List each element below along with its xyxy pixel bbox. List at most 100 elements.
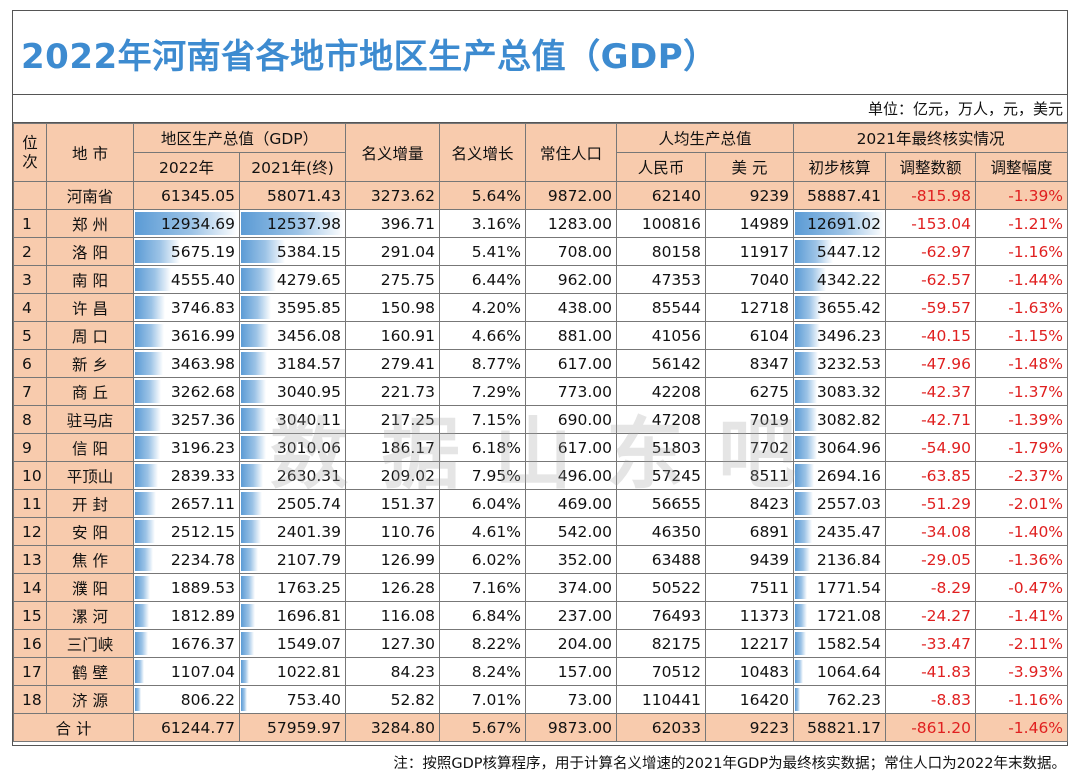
row-initial-value: 1582.54 [816, 634, 882, 653]
row-city: 漯 河 [46, 601, 134, 630]
row-initial: 1064.64 [793, 657, 887, 686]
row-initial-value: 1771.54 [816, 578, 882, 597]
row-initial: 3232.53 [793, 349, 887, 378]
row-gdp-2022-value: 1889.53 [170, 578, 235, 597]
row-bar [795, 436, 817, 459]
row-percap-usd: 7019 [705, 405, 795, 434]
row-increase: 127.30 [345, 629, 441, 658]
province-adj-rate: -1.39% [975, 181, 1069, 210]
row-gdp-2022: 2512.15 [133, 517, 240, 546]
row-growth: 6.02% [439, 545, 527, 574]
row-bar [135, 436, 161, 459]
header-nominal-growth: 名义增长 [439, 123, 527, 182]
row-gdp-2022-value: 1812.89 [170, 606, 235, 625]
row-gdp-2021-value: 2401.39 [276, 522, 342, 541]
row-percap-usd: 11917 [705, 237, 795, 266]
row-growth: 4.61% [439, 517, 527, 546]
row-gdp-2022: 2234.78 [133, 545, 240, 574]
total-initial: 58821.17 [793, 713, 887, 742]
row-rank: 4 [13, 293, 47, 322]
row-gdp-2021: 5384.15 [238, 237, 347, 266]
row-gdp-2021: 3595.85 [238, 293, 347, 322]
row-gdp-2021-value: 3456.08 [276, 326, 342, 345]
row-gdp-2022: 1676.37 [133, 629, 240, 658]
row-rank: 7 [13, 377, 47, 406]
row-gdp-2022-value: 3746.83 [170, 298, 235, 317]
row-gdp-2021: 3184.57 [238, 349, 347, 378]
row-adj-amount: -8.83 [885, 685, 977, 714]
row-initial-value: 3232.53 [816, 354, 882, 373]
row-rank: 1 [13, 209, 47, 238]
row-gdp-2021: 2505.74 [238, 489, 347, 518]
row-percap-rmb: 47353 [616, 265, 707, 294]
row-rank: 3 [13, 265, 47, 294]
row-rank: 10 [13, 461, 47, 490]
row-initial: 2694.16 [793, 461, 887, 490]
table-row: 8 驻马店 3257.36 3040.11 217.25 7.15% 690.00 47208… [13, 405, 1069, 434]
row-bar [241, 408, 266, 431]
row-gdp-2022: 3262.68 [133, 377, 240, 406]
header-population: 常住人口 [525, 123, 618, 182]
row-bar [795, 464, 814, 487]
row-bar [135, 492, 157, 515]
row-rank: 6 [13, 349, 47, 378]
row-percap-usd: 6891 [705, 517, 795, 546]
province-rank-cell [13, 181, 47, 210]
row-bar [241, 604, 255, 627]
row-growth: 6.84% [439, 601, 527, 630]
row-adj-amount: -33.47 [885, 629, 977, 658]
row-city: 南 阳 [46, 265, 134, 294]
row-bar [241, 548, 259, 571]
row-gdp-2022: 12934.69 [133, 209, 240, 238]
row-city: 许 昌 [46, 293, 134, 322]
row-population: 204.00 [525, 629, 618, 658]
row-percap-rmb: 47208 [616, 405, 707, 434]
row-initial-value: 3655.42 [816, 298, 882, 317]
row-initial-value: 3496.23 [816, 326, 882, 345]
row-population: 237.00 [525, 601, 618, 630]
row-bar [795, 632, 807, 655]
row-adj-rate: -1.37% [975, 377, 1069, 406]
row-percap-usd: 8511 [705, 461, 795, 490]
row-gdp-2022: 2839.33 [133, 461, 240, 490]
header-gdp-2022: 2022年 [133, 152, 240, 182]
row-growth: 3.16% [439, 209, 527, 238]
row-percap-usd: 8423 [705, 489, 795, 518]
row-gdp-2022-value: 3463.98 [170, 354, 235, 373]
row-bar [135, 632, 149, 655]
row-gdp-2021: 3010.06 [238, 433, 347, 462]
row-bar [795, 212, 885, 235]
row-gdp-2022-value: 2657.11 [170, 494, 235, 513]
row-gdp-2022-value: 3257.36 [170, 410, 235, 429]
row-population: 374.00 [525, 573, 618, 602]
row-city: 濮 阳 [46, 573, 134, 602]
row-gdp-2021-value: 753.40 [286, 690, 342, 709]
row-bar [135, 268, 172, 291]
header-percap-group: 人均生产总值 [616, 123, 795, 153]
row-bar [241, 296, 271, 319]
row-rank: 2 [13, 237, 47, 266]
row-gdp-2022: 3257.36 [133, 405, 240, 434]
header-city: 地 市 [46, 123, 134, 182]
total-percap-usd: 9223 [705, 713, 795, 742]
row-bar [241, 380, 266, 403]
row-percap-usd: 6275 [705, 377, 795, 406]
row-rank: 13 [13, 545, 47, 574]
row-bar [795, 576, 808, 599]
row-initial-value: 2557.03 [816, 494, 882, 513]
row-increase: 396.71 [345, 209, 441, 238]
row-adj-amount: -51.29 [885, 489, 977, 518]
row-initial: 2136.84 [793, 545, 887, 574]
header-adj-amount: 调整数额 [885, 152, 977, 182]
row-adj-rate: -1.36% [975, 545, 1069, 574]
row-rank: 11 [13, 489, 47, 518]
province-row: 河南省 61345.05 58071.43 3273.62 5.64% 9872… [13, 181, 1069, 210]
row-growth: 7.15% [439, 405, 527, 434]
row-growth: 4.20% [439, 293, 527, 322]
row-bar [135, 520, 155, 543]
row-population: 352.00 [525, 545, 618, 574]
row-growth: 6.44% [439, 265, 527, 294]
row-bar [135, 408, 161, 431]
